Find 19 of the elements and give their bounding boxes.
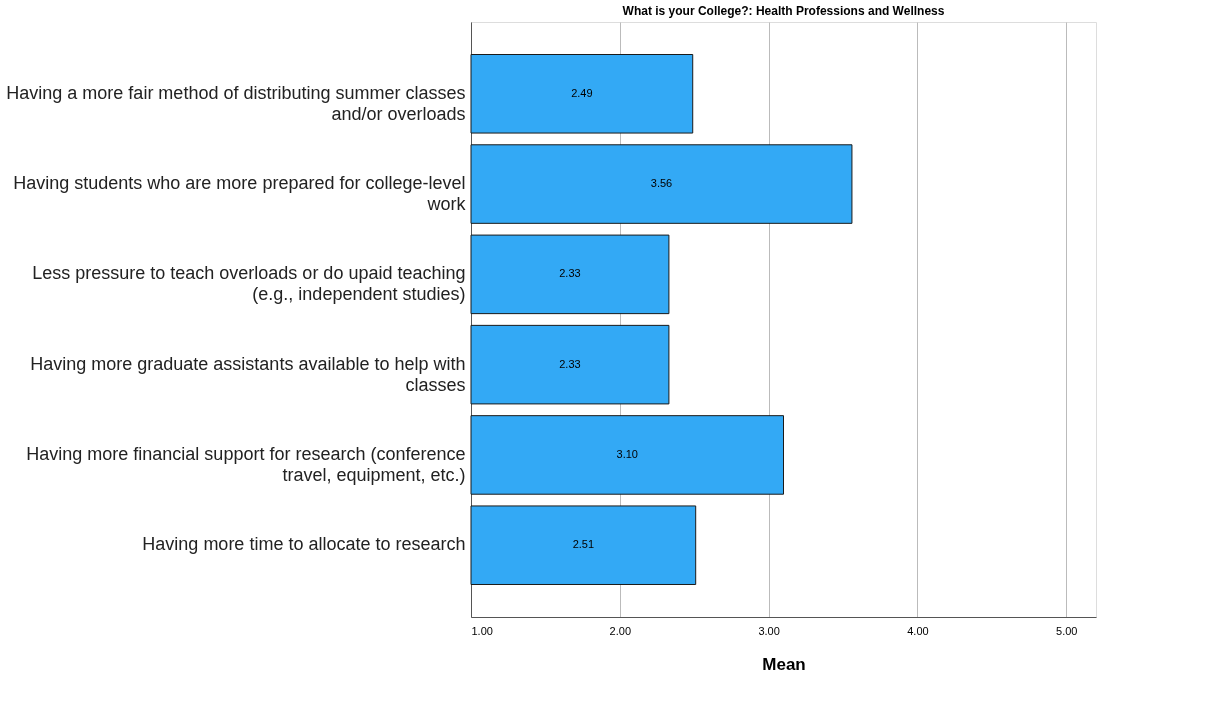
y-tick-label: Less pressure to teach overloads or do upaid teaching (e.g., independent studies) (32, 263, 466, 305)
data-label: 2.33 (559, 357, 581, 370)
x-tick-label: 5.00 (1056, 624, 1078, 637)
x-tick-label: 4.00 (907, 624, 929, 637)
data-label: 3.56 (650, 177, 673, 190)
data-label: 2.33 (559, 267, 581, 280)
y-tick-label: Having more time to allocate to research (142, 534, 466, 555)
y-tick-label: Having a more fair method of distributing summer classes and/or overloads (6, 82, 466, 124)
y-tick-label: Having students who are more prepared for college-level work (13, 173, 467, 215)
y-tick-label: Having more graduate assistants available to help with classes (30, 353, 466, 395)
data-label: 3.10 (616, 447, 638, 460)
x-tick-label: 1.00 (471, 624, 493, 637)
y-tick-label: Having more financial support for research (conference travel, equipment, etc.) (26, 443, 466, 485)
x-tick-label: 3.00 (758, 624, 780, 637)
chart-title: What is your College?: Health Professions and Wellness (622, 4, 945, 18)
x-axis-title: Mean (762, 654, 806, 674)
data-label: 2.49 (571, 86, 593, 99)
data-label: 2.51 (572, 538, 595, 551)
x-tick-label: 2.00 (609, 624, 632, 637)
